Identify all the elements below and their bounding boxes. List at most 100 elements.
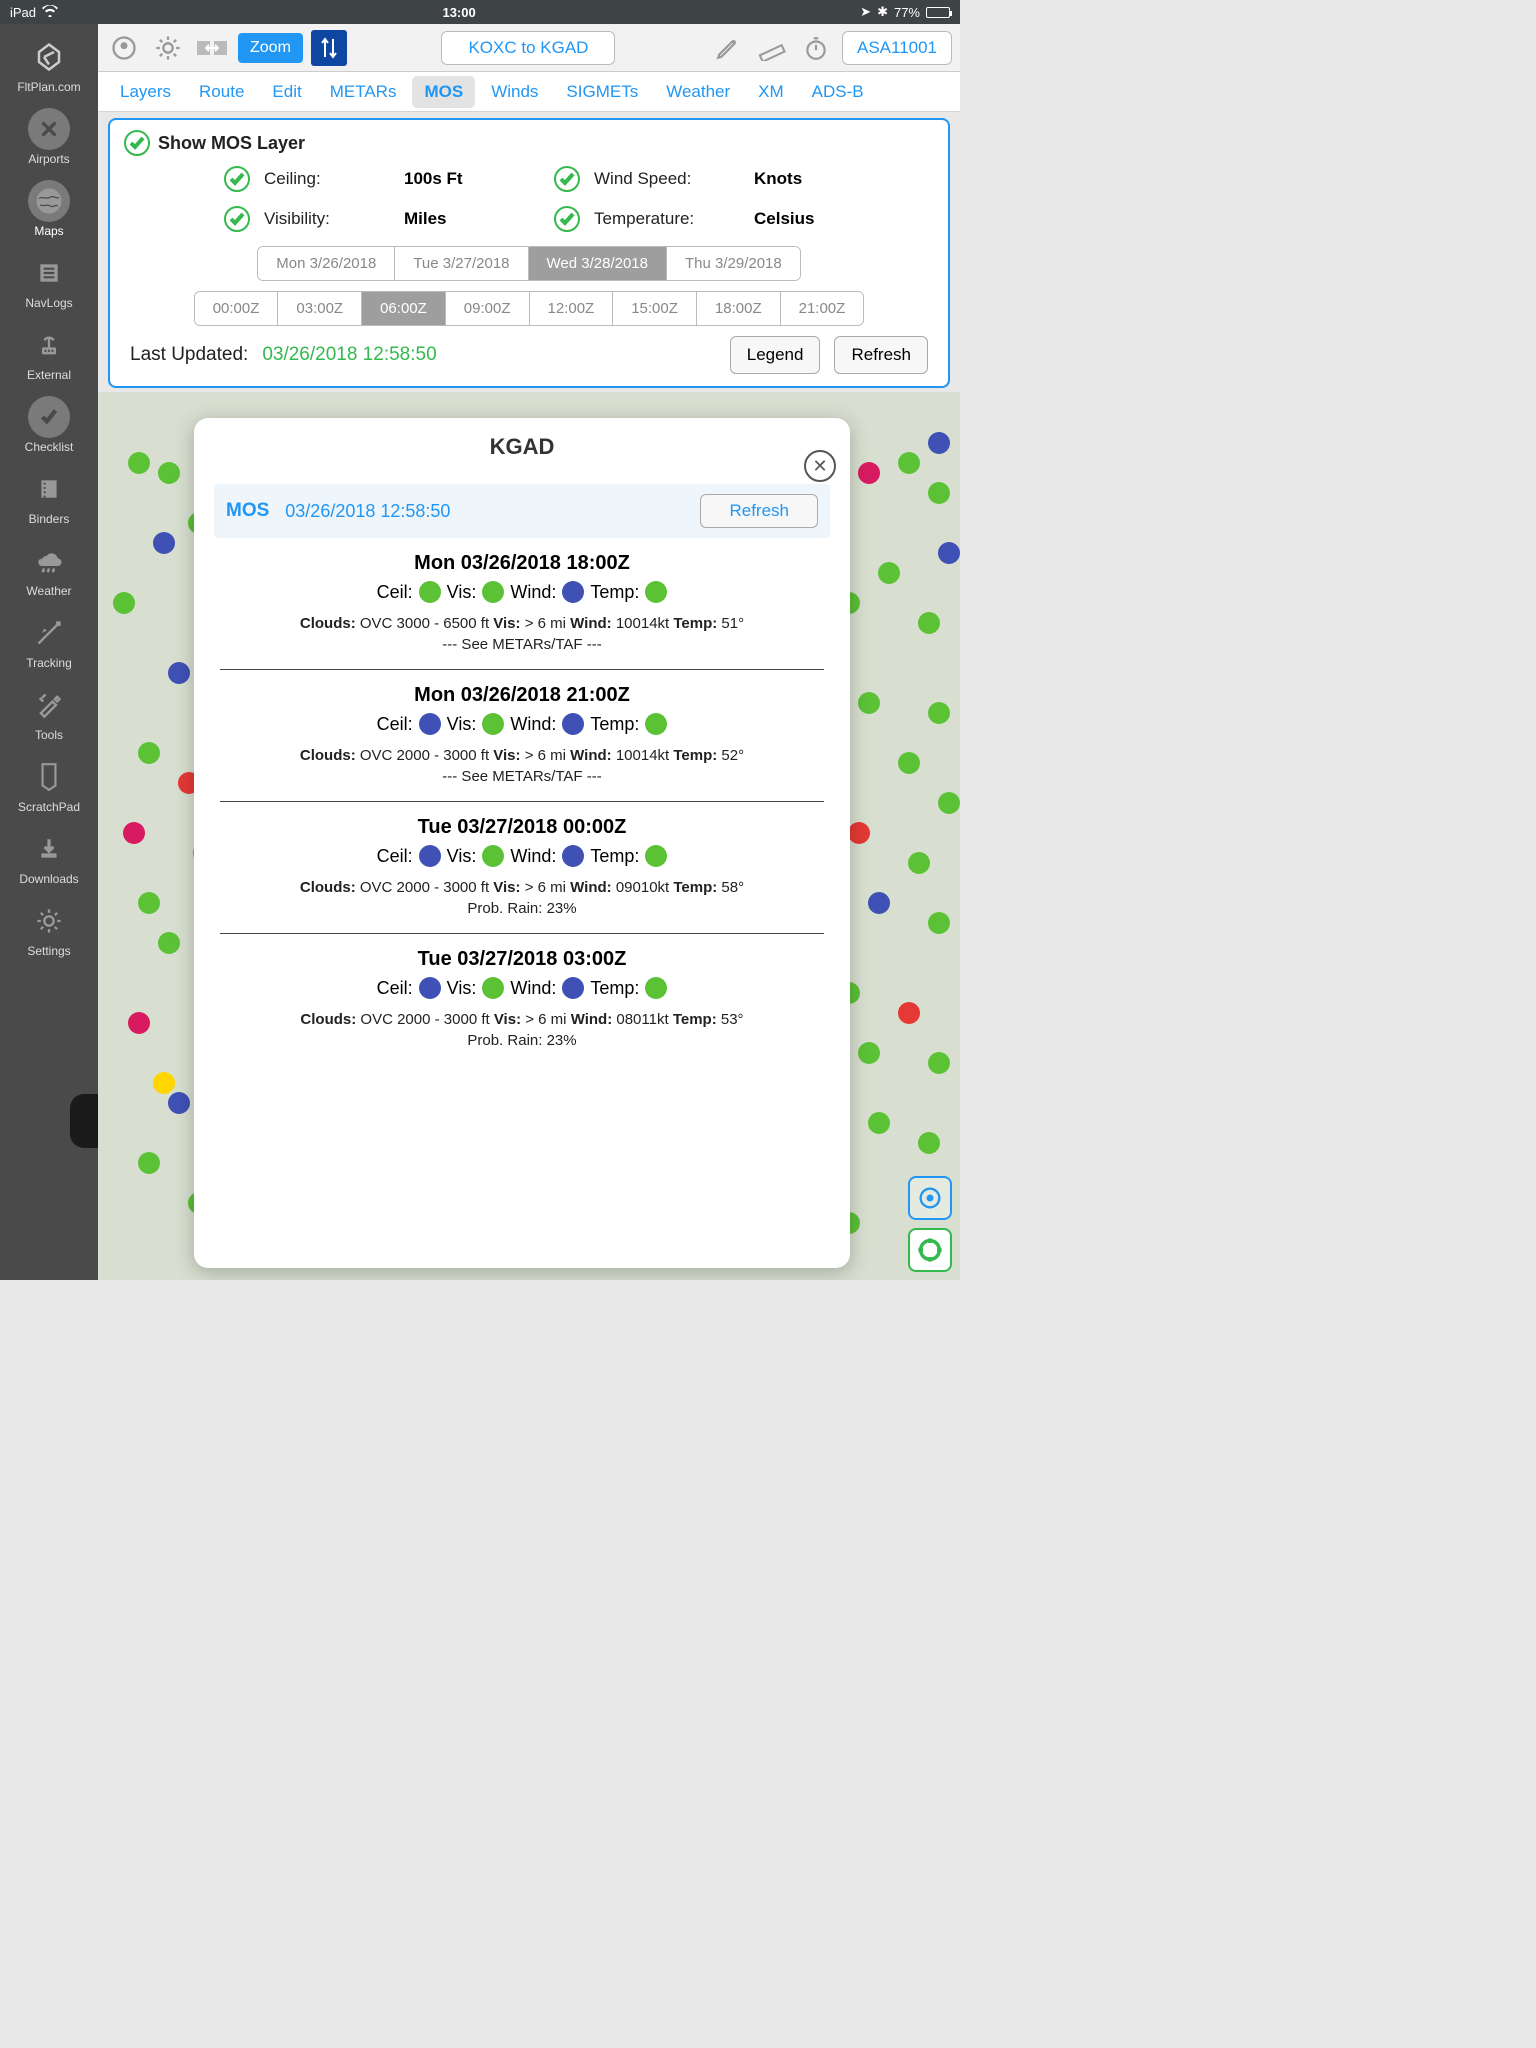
tab-winds[interactable]: Winds (479, 76, 550, 108)
sidebar-item-maps[interactable]: Maps (0, 174, 98, 246)
temp-label: Temperature: (594, 209, 754, 229)
map-station-dot[interactable] (128, 452, 150, 474)
date-segmented: Mon 3/26/2018Tue 3/27/2018Wed 3/28/2018T… (257, 246, 801, 281)
show-mos-checkbox[interactable] (124, 130, 150, 156)
map-station-dot[interactable] (123, 822, 145, 844)
dates-seg-option[interactable]: Wed 3/28/2018 (529, 247, 667, 280)
times-seg-option[interactable]: 09:00Z (446, 292, 530, 325)
sidebar-item-tools[interactable]: Tools (0, 678, 98, 750)
tab-xm[interactable]: XM (746, 76, 796, 108)
times-seg-option[interactable]: 06:00Z (362, 292, 446, 325)
legend-button[interactable]: Legend (730, 336, 821, 374)
tab-route[interactable]: Route (187, 76, 256, 108)
location-tool-icon[interactable] (106, 30, 142, 66)
map-station-dot[interactable] (868, 1112, 890, 1134)
map-station-dot[interactable] (128, 1012, 150, 1034)
popup-refresh-button[interactable]: Refresh (700, 494, 818, 528)
tab-metars[interactable]: METARs (318, 76, 409, 108)
sidebar-item-navlogs[interactable]: NavLogs (0, 246, 98, 318)
settings-gear-icon[interactable] (150, 30, 186, 66)
tab-edit[interactable]: Edit (260, 76, 313, 108)
tab-layers[interactable]: Layers (108, 76, 183, 108)
map-station-dot[interactable] (138, 742, 160, 764)
sort-arrows-icon[interactable] (311, 30, 347, 66)
map-station-dot[interactable] (928, 432, 950, 454)
tab-weather[interactable]: Weather (654, 76, 742, 108)
map-station-dot[interactable] (858, 462, 880, 484)
times-seg-option[interactable]: 21:00Z (781, 292, 864, 325)
map-station-dot[interactable] (908, 852, 930, 874)
tab-ads-b[interactable]: ADS-B (800, 76, 876, 108)
sidebar-item-weather[interactable]: Weather (0, 534, 98, 606)
map-station-dot[interactable] (928, 482, 950, 504)
map-station-dot[interactable] (938, 542, 960, 564)
forecast-entry: Tue 03/27/2018 00:00ZCeil: Vis: Wind: Te… (220, 802, 824, 934)
times-seg-option[interactable]: 12:00Z (530, 292, 614, 325)
temp-checkbox[interactable] (554, 206, 580, 232)
visibility-checkbox[interactable] (224, 206, 250, 232)
map-station-dot[interactable] (153, 1072, 175, 1094)
mos-panel: Show MOS Layer Ceiling: 100s Ft Wind Spe… (108, 118, 950, 388)
times-seg-option[interactable]: 15:00Z (613, 292, 697, 325)
map-station-dot[interactable] (153, 532, 175, 554)
forecast-entry: Mon 03/26/2018 21:00ZCeil: Vis: Wind: Te… (220, 670, 824, 802)
map-center-button[interactable] (908, 1228, 952, 1272)
times-seg-option[interactable]: 18:00Z (697, 292, 781, 325)
popup-timestamp: 03/26/2018 12:58:50 (285, 501, 684, 522)
route-field[interactable]: KOXC to KGAD (441, 31, 615, 65)
map-station-dot[interactable] (918, 612, 940, 634)
tab-sigmets[interactable]: SIGMETs (554, 76, 650, 108)
map-station-dot[interactable] (158, 462, 180, 484)
zoom-button[interactable]: Zoom (238, 33, 303, 63)
map-station-dot[interactable] (898, 1002, 920, 1024)
visibility-label: Visibility: (264, 209, 404, 229)
map-station-dot[interactable] (928, 702, 950, 724)
pencil-icon[interactable] (710, 30, 746, 66)
refresh-button[interactable]: Refresh (834, 336, 928, 374)
swap-icon[interactable] (194, 30, 230, 66)
map-locate-button[interactable] (908, 1176, 952, 1220)
sidebar-item-tracking[interactable]: Tracking (0, 606, 98, 678)
sidebar-item-airports[interactable]: Airports (0, 102, 98, 174)
flight-id-field[interactable]: ASA11001 (842, 31, 952, 65)
map-station-dot[interactable] (158, 932, 180, 954)
sidebar-item-downloads[interactable]: Downloads (0, 822, 98, 894)
ruler-icon[interactable] (754, 30, 790, 66)
dates-seg-option[interactable]: Tue 3/27/2018 (395, 247, 528, 280)
tab-mos[interactable]: MOS (412, 76, 475, 108)
wind-checkbox[interactable] (554, 166, 580, 192)
times-seg-option[interactable]: 03:00Z (278, 292, 362, 325)
timer-icon[interactable] (798, 30, 834, 66)
sidebar-item-checklist[interactable]: Checklist (0, 390, 98, 462)
sidebar-item-settings[interactable]: Settings (0, 894, 98, 966)
map-station-dot[interactable] (168, 1092, 190, 1114)
sidebar-item-binders[interactable]: Binders (0, 462, 98, 534)
sidebar-item-fltplancom[interactable]: FltPlan.com (0, 30, 98, 102)
wind-label: Wind Speed: (594, 169, 754, 189)
map-station-dot[interactable] (138, 1152, 160, 1174)
popup-close-button[interactable]: ✕ (804, 450, 836, 482)
map-station-dot[interactable] (848, 822, 870, 844)
map-station-dot[interactable] (858, 1042, 880, 1064)
dates-seg-option[interactable]: Mon 3/26/2018 (258, 247, 395, 280)
map-station-dot[interactable] (928, 912, 950, 934)
map-area[interactable]: KGAD ✕ MOS 03/26/2018 12:58:50 Refresh M… (98, 392, 960, 1280)
map-station-dot[interactable] (938, 792, 960, 814)
map-station-dot[interactable] (858, 692, 880, 714)
sidebar-item-external[interactable]: External (0, 318, 98, 390)
map-station-dot[interactable] (898, 452, 920, 474)
map-station-dot[interactable] (918, 1132, 940, 1154)
map-station-dot[interactable] (868, 892, 890, 914)
map-station-dot[interactable] (878, 562, 900, 584)
times-seg-option[interactable]: 00:00Z (195, 292, 279, 325)
map-station-dot[interactable] (928, 1052, 950, 1074)
ceiling-label: Ceiling: (264, 169, 404, 189)
map-station-dot[interactable] (898, 752, 920, 774)
ceiling-checkbox[interactable] (224, 166, 250, 192)
dates-seg-option[interactable]: Thu 3/29/2018 (667, 247, 800, 280)
sidebar-item-scratchpad[interactable]: ScratchPad (0, 750, 98, 822)
map-station-dot[interactable] (113, 592, 135, 614)
sidebar-active-marker (70, 1094, 98, 1148)
map-station-dot[interactable] (138, 892, 160, 914)
map-station-dot[interactable] (168, 662, 190, 684)
